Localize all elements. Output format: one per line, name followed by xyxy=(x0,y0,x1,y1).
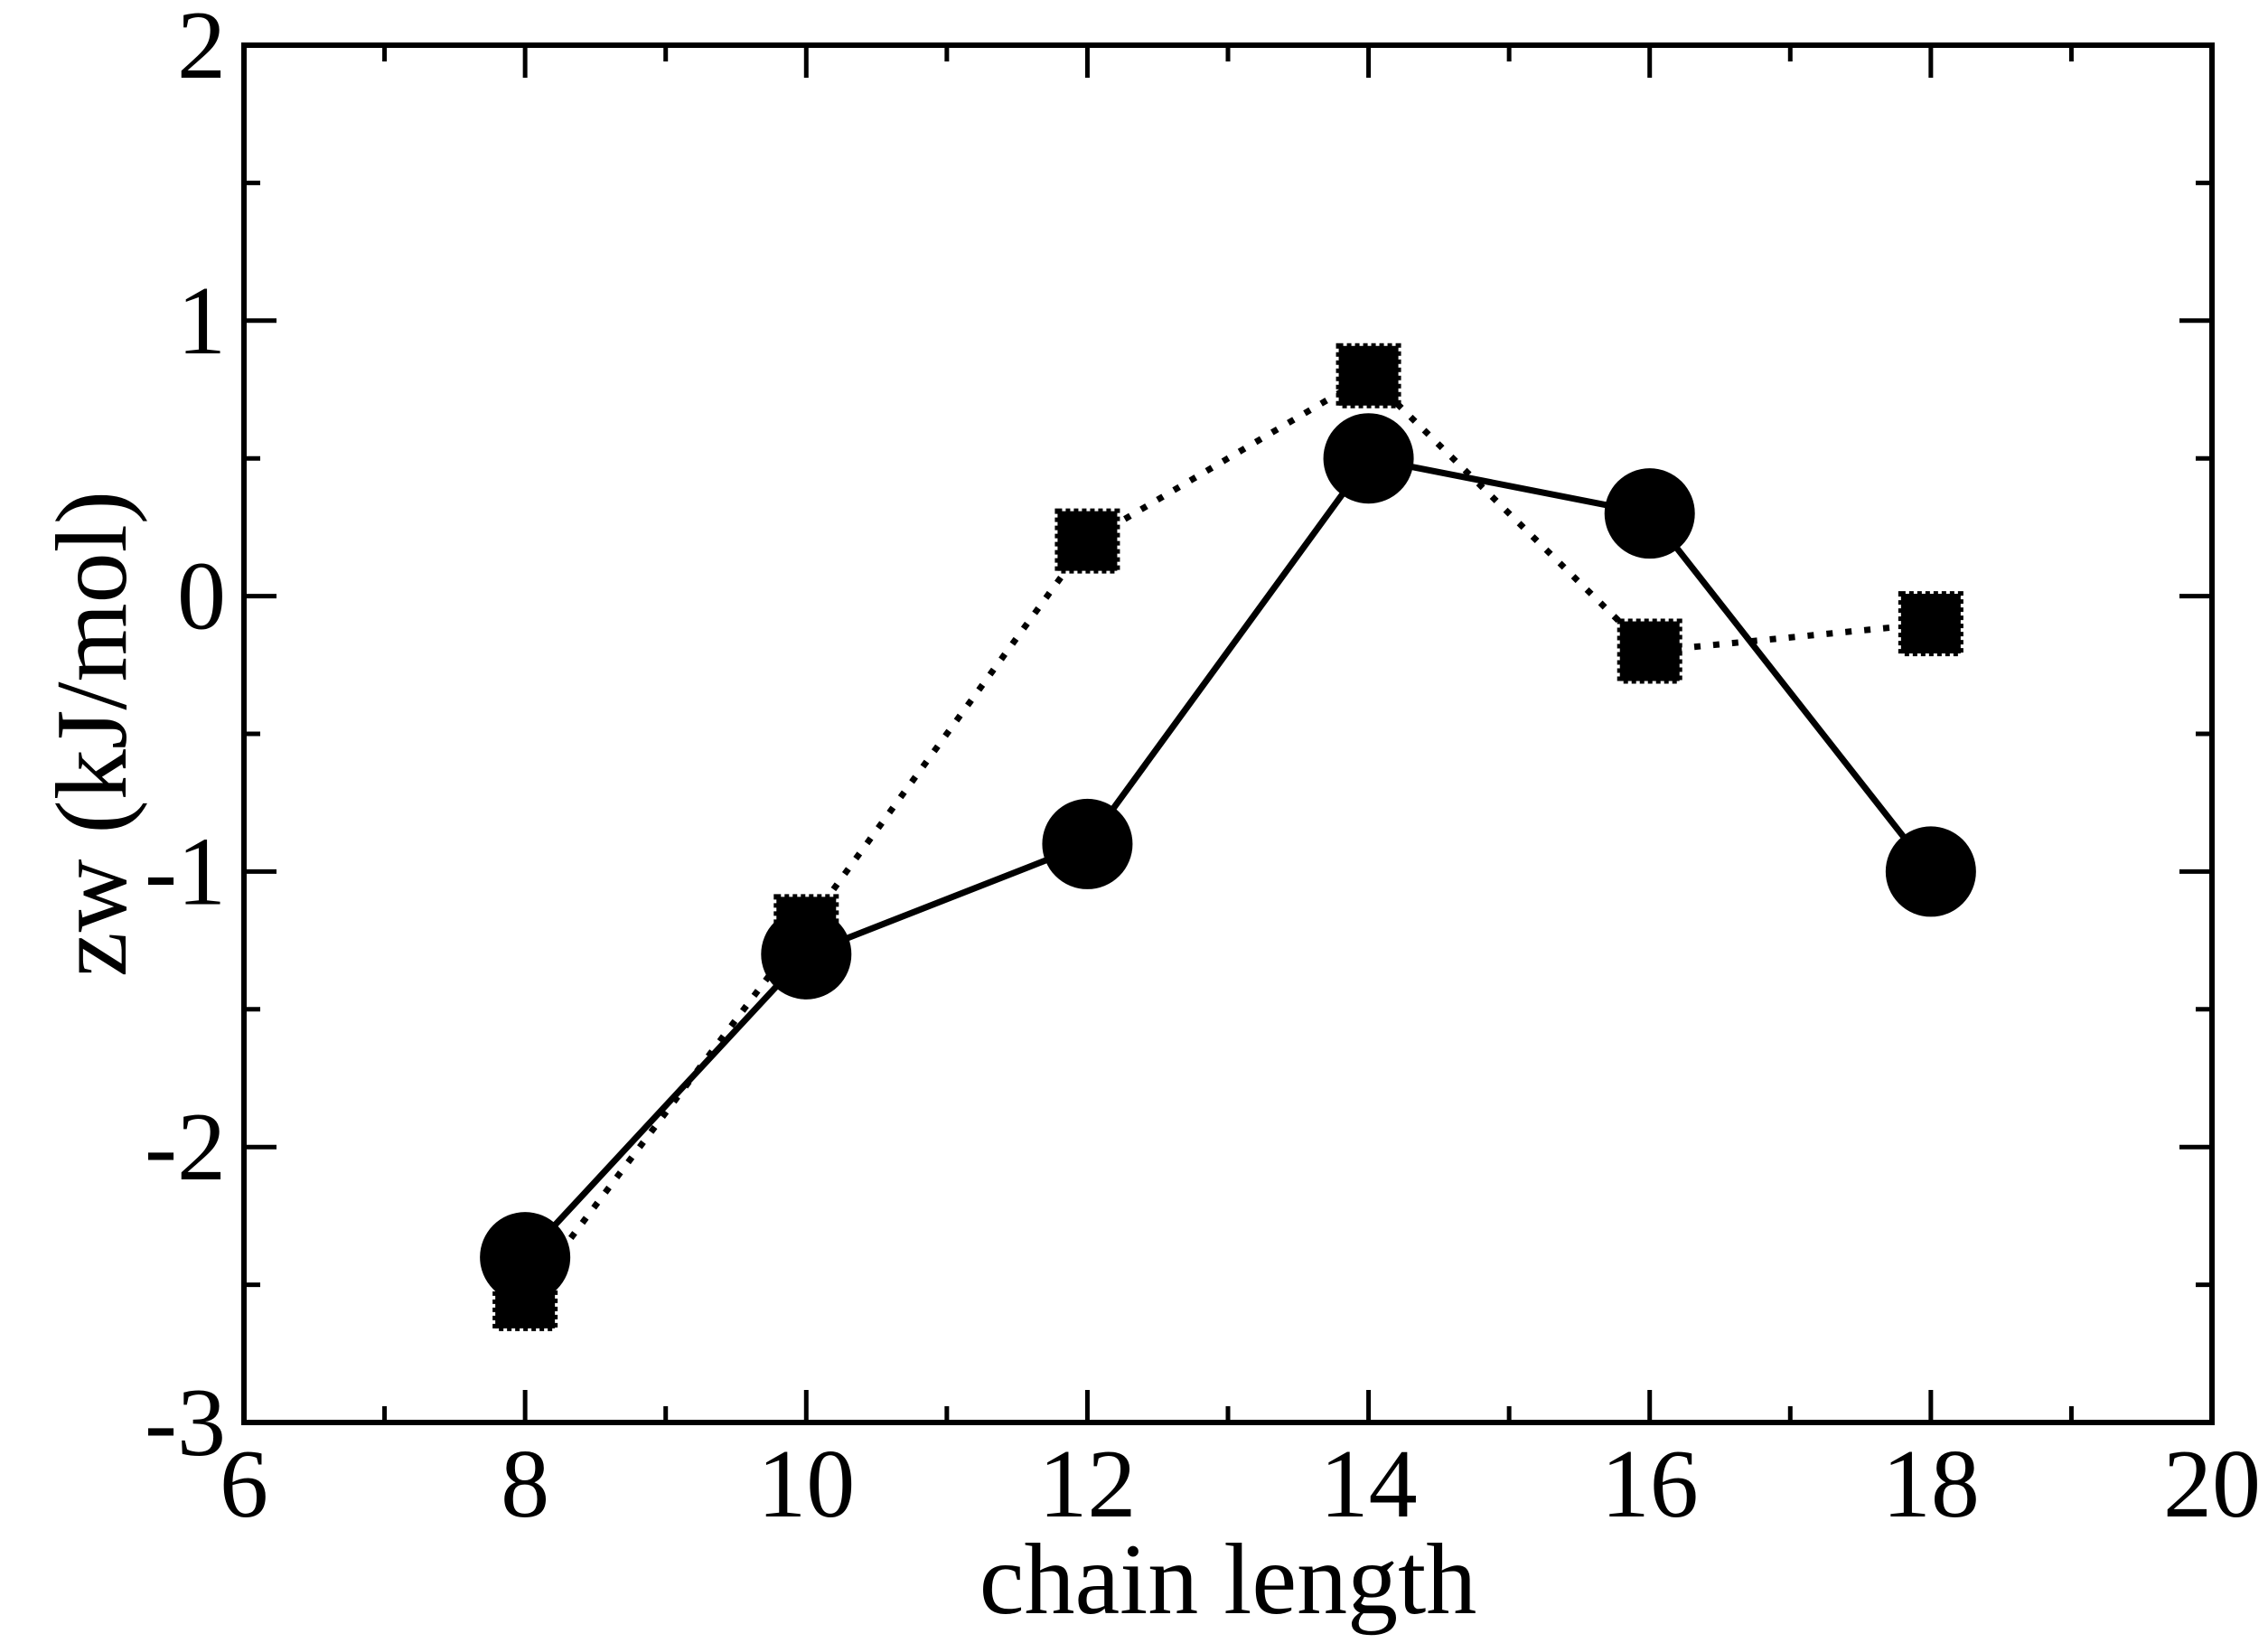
y-tick-label: -1 xyxy=(145,818,226,925)
circle-marker xyxy=(761,908,852,1000)
y-tick-label: 0 xyxy=(177,543,226,651)
x-tick-label: 20 xyxy=(2163,1431,2261,1538)
series-circle-line xyxy=(522,455,1934,1260)
x-tick-label: 16 xyxy=(1601,1431,1699,1538)
square-marker xyxy=(1898,591,1963,657)
square-marker xyxy=(1617,618,1682,684)
y-tick-label: -2 xyxy=(145,1094,226,1201)
circle-marker xyxy=(1323,413,1414,504)
circle-marker xyxy=(1042,798,1133,889)
y-axis-title: zw (kJ/mol) xyxy=(36,491,148,977)
series-square-line xyxy=(522,372,1932,1300)
series-markers xyxy=(480,343,1976,1331)
x-axis-title: chain length xyxy=(979,1524,1476,1636)
y-tick-label: 1 xyxy=(177,268,226,375)
y-tick-label: -3 xyxy=(145,1369,226,1477)
y-tick-label: 2 xyxy=(177,0,226,99)
circle-marker xyxy=(1885,826,1976,917)
series-lines xyxy=(522,372,1934,1300)
circle-marker xyxy=(1604,468,1695,559)
x-tick-label: 8 xyxy=(501,1431,549,1538)
square-marker xyxy=(1054,508,1120,574)
x-tick-label: 10 xyxy=(757,1431,855,1538)
plot-frame xyxy=(241,42,2215,1425)
x-tick-label: 14 xyxy=(1320,1431,1418,1538)
y-tick-labels: -3 -2 -1 0 1 2 xyxy=(145,0,226,1477)
x-tick-label: 6 xyxy=(220,1431,268,1538)
circle-marker xyxy=(480,1212,571,1303)
x-tick-label: 18 xyxy=(1882,1431,1980,1538)
x-tick-label: 12 xyxy=(1038,1431,1136,1538)
x-tick-labels: 6 8 10 12 14 16 18 20 xyxy=(220,1431,2261,1538)
square-marker xyxy=(1335,343,1401,408)
